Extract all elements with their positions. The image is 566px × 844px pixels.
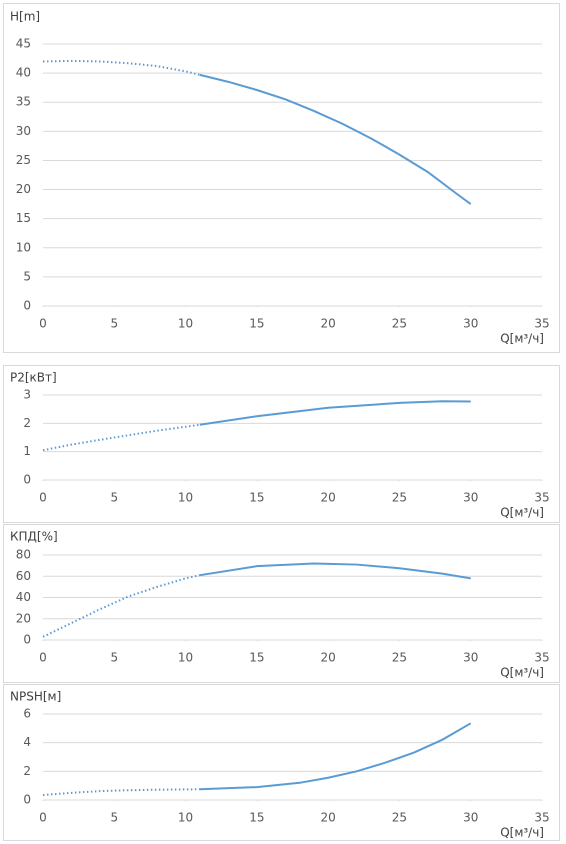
y-tick-label: 30 [16,124,31,138]
y-tick-label: 1 [23,444,31,458]
x-tick-label: 25 [392,491,407,505]
curve [42,423,200,452]
chart-title: КПД[%] [10,530,58,544]
x-tick-label: 15 [249,651,264,665]
x-tick-label: 5 [110,317,118,331]
curve [42,788,200,796]
panel-frame [3,365,560,523]
panel-frame [3,3,560,353]
y-tick-label: 20 [16,611,31,625]
x-axis-label: Q[м³/ч] [500,666,544,680]
x-tick-label: 0 [39,491,47,505]
curve [199,562,471,580]
x-tick-label: 35 [534,317,549,331]
curve [199,73,472,205]
x-tick-label: 30 [463,651,478,665]
y-tick-label: 25 [16,153,31,167]
y-tick-label: 3 [23,388,31,402]
x-tick-label: 5 [110,491,118,505]
x-tick-label: 25 [392,811,407,825]
y-tick-label: 0 [23,473,31,487]
x-tick-label: 10 [178,651,193,665]
curve [199,400,471,426]
x-tick-label: 30 [463,317,478,331]
y-tick-label: 20 [16,182,31,196]
x-tick-label: 25 [392,317,407,331]
x-axis-label: Q[м³/ч] [500,506,544,520]
y-tick-label: 2 [23,416,31,430]
y-tick-label: 45 [16,37,31,51]
x-tick-label: 0 [39,651,47,665]
y-tick-label: 35 [16,95,31,109]
x-tick-label: 20 [321,651,336,665]
x-tick-label: 0 [39,811,47,825]
x-tick-label: 35 [534,651,549,665]
x-tick-label: 20 [321,491,336,505]
x-axis-label: Q[м³/ч] [500,332,544,346]
y-tick-label: 0 [23,299,31,313]
y-tick-label: 5 [23,269,31,283]
x-tick-label: 20 [321,317,336,331]
curve [42,59,201,76]
y-tick-label: 2 [23,764,31,778]
y-tick-label: 10 [16,240,31,254]
y-tick-label: 80 [16,548,31,562]
y-tick-label: 40 [16,590,31,604]
y-tick-label: 60 [16,569,31,583]
x-tick-label: 35 [534,811,549,825]
chart-title: NPSH[м] [10,690,61,704]
x-tick-label: 5 [110,651,118,665]
panel-frame [3,524,560,683]
x-tick-label: 10 [178,317,193,331]
chart-title: H[m] [10,10,40,24]
x-tick-label: 20 [321,811,336,825]
x-tick-label: 15 [249,317,264,331]
y-tick-label: 0 [23,793,31,807]
curve [42,574,201,638]
y-tick-label: 40 [16,66,31,80]
x-tick-label: 25 [392,651,407,665]
x-axis-label: Q[м³/ч] [500,826,544,840]
y-tick-label: 6 [23,707,31,721]
x-tick-label: 15 [249,491,264,505]
curve [199,722,472,791]
x-tick-label: 35 [534,491,549,505]
panel-frame [3,684,560,841]
y-tick-label: 4 [23,735,31,749]
x-tick-label: 30 [463,811,478,825]
x-tick-label: 15 [249,811,264,825]
x-tick-label: 10 [178,811,193,825]
y-tick-label: 15 [16,211,31,225]
x-tick-label: 30 [463,491,478,505]
y-tick-label: 0 [23,633,31,647]
chart-title: P2[кВт] [10,371,57,385]
x-tick-label: 0 [39,317,47,331]
x-tick-label: 10 [178,491,193,505]
x-tick-label: 5 [110,811,118,825]
